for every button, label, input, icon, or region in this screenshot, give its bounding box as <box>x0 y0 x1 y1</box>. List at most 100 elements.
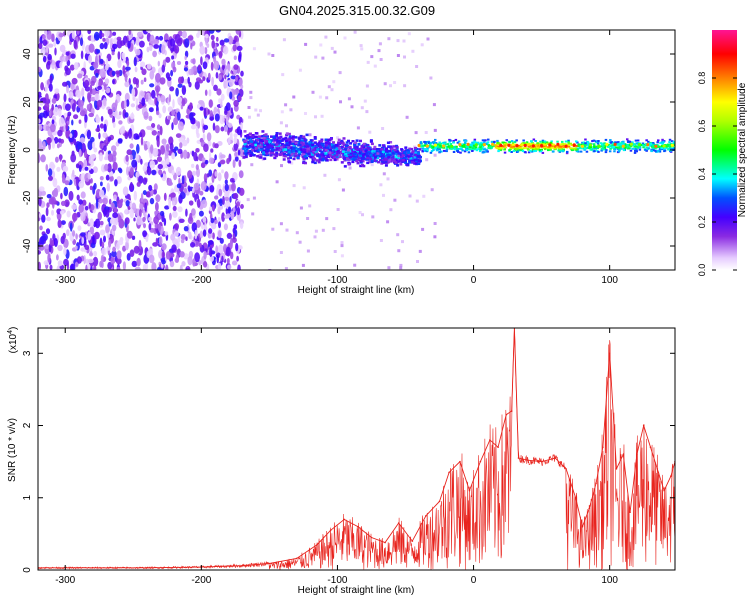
heatmap-cell <box>313 153 317 156</box>
heatmap-cell <box>263 157 267 160</box>
heatmap-cell <box>88 54 92 64</box>
heatmap-cell <box>343 143 346 147</box>
heatmap-cell <box>646 143 650 147</box>
heatmap-cell <box>244 149 248 153</box>
heatmap-cell <box>198 79 204 84</box>
heatmap-cell <box>356 126 360 130</box>
heatmap-cell <box>481 139 485 142</box>
heatmap-cell <box>319 43 323 47</box>
heatmap-cell <box>252 196 256 200</box>
heatmap-cell <box>582 141 586 144</box>
heatmap-cell <box>92 166 98 174</box>
heatmap-cell <box>515 139 518 142</box>
heatmap-cell <box>124 81 130 88</box>
heatmap-cell <box>617 147 621 150</box>
snr-scale-exponent: 4 <box>7 330 14 334</box>
heatmap-cell <box>551 146 554 149</box>
heatmap-cell <box>233 64 239 70</box>
heatmap-cell <box>365 84 369 88</box>
heatmap-cell <box>373 145 377 149</box>
heatmap-cell <box>347 97 351 101</box>
heatmap-cell <box>342 137 346 140</box>
heatmap-cell <box>196 132 200 139</box>
heatmap-cell <box>345 141 349 144</box>
heatmap-cell <box>182 149 188 160</box>
heatmap-cell <box>333 50 337 54</box>
heatmap-cell <box>448 147 452 150</box>
heatmap-cell <box>227 206 232 213</box>
heatmap-cell <box>163 218 167 226</box>
heatmap-cell <box>650 150 653 153</box>
heatmap-cell <box>72 212 78 222</box>
heatmap-cell <box>638 148 642 151</box>
heatmap-cell <box>126 99 130 107</box>
heatmap-cell <box>626 138 629 141</box>
heatmap-cell <box>587 142 591 145</box>
heatmap-cell <box>394 159 398 162</box>
heatmap-cell <box>369 139 373 142</box>
heatmap-cell <box>172 66 177 73</box>
heatmap-cell <box>333 250 337 253</box>
heatmap-cell <box>516 147 519 150</box>
heatmap-cell <box>366 60 370 64</box>
heatmap-cell <box>158 169 163 176</box>
heatmap-cell <box>338 147 342 150</box>
heatmap-cell <box>104 64 109 71</box>
heatmap-cell <box>468 148 471 151</box>
heatmap-cell <box>314 55 318 59</box>
heatmap-cell <box>324 148 328 152</box>
x-tick-label: -300 <box>55 575 75 586</box>
heatmap-cell <box>112 31 117 36</box>
heatmap-cell <box>318 145 322 148</box>
heatmap-cell <box>53 106 59 117</box>
snr-point <box>554 457 557 459</box>
heatmap-cell <box>172 205 177 212</box>
heatmap-cell <box>549 147 552 150</box>
heatmap-cell <box>544 148 547 151</box>
heatmap-cell <box>199 106 204 111</box>
heatmap-cell <box>80 211 86 222</box>
heatmap-cell <box>663 147 667 149</box>
heatmap-cell <box>151 169 157 176</box>
heatmap-cell <box>629 149 633 152</box>
heatmap-cell <box>411 150 415 153</box>
heatmap-cell <box>118 111 122 116</box>
heatmap-cell <box>324 145 328 148</box>
heatmap-cell <box>396 54 400 57</box>
heatmap-cell <box>313 161 317 165</box>
snr-plot-area <box>38 328 675 570</box>
heatmap-cell <box>154 96 157 106</box>
heatmap-cell <box>622 149 626 152</box>
heatmap-cell <box>51 59 56 70</box>
heatmap-cell <box>360 154 364 157</box>
heatmap-cell <box>592 147 595 150</box>
heatmap-cell <box>641 142 645 145</box>
heatmap-cell <box>177 111 181 121</box>
heatmap-cell <box>620 147 623 150</box>
heatmap-cell <box>306 150 310 153</box>
heatmap-cell <box>80 50 84 60</box>
heatmap-cell <box>636 146 640 149</box>
heatmap-cell <box>308 141 312 144</box>
heatmap-cell <box>421 227 425 231</box>
heatmap-cell <box>290 153 294 156</box>
heatmap-cell <box>214 125 220 134</box>
heatmap-cell <box>233 99 239 107</box>
heatmap-cell <box>63 247 67 256</box>
heatmap-cell <box>125 240 129 251</box>
heatmap-cell <box>317 142 321 145</box>
heatmap-cell <box>570 144 574 146</box>
heatmap-cell <box>93 31 100 41</box>
heatmap-cell <box>226 258 230 265</box>
heatmap-cell <box>432 147 435 150</box>
heatmap-cell <box>369 157 373 160</box>
heatmap-cell <box>298 240 302 244</box>
snr-point <box>517 457 520 459</box>
heatmap-cell <box>211 76 215 87</box>
heatmap-cell <box>54 88 60 94</box>
heatmap-cell <box>101 241 105 248</box>
heatmap-cell <box>534 147 537 150</box>
heatmap-cell <box>65 129 71 139</box>
snr-point <box>459 460 461 463</box>
heatmap-cell <box>571 147 575 150</box>
